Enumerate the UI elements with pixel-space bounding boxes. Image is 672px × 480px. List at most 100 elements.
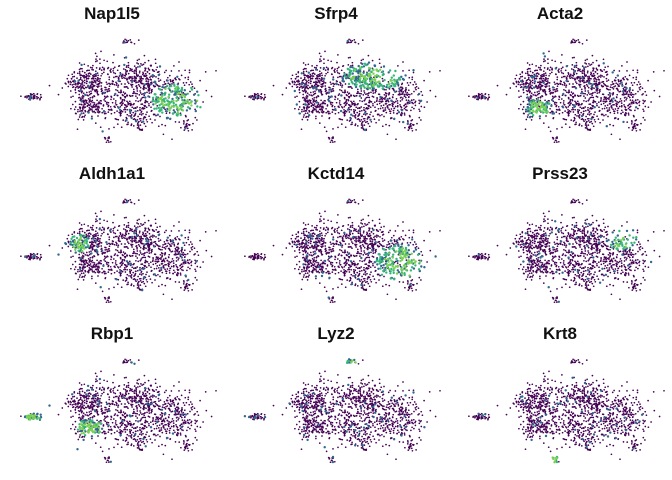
cell-point — [302, 62, 305, 64]
cell-point — [143, 94, 146, 97]
cell-point — [325, 130, 328, 133]
cell-point — [88, 229, 91, 232]
cell-point — [87, 225, 89, 227]
cell-point — [306, 75, 309, 78]
cell-point — [159, 275, 161, 278]
cell-point — [488, 96, 490, 98]
cell-point — [327, 68, 329, 71]
cell-point — [531, 63, 534, 66]
cell-point — [582, 92, 585, 95]
cell-point — [101, 271, 104, 274]
cell-point — [210, 95, 213, 98]
cell-point — [123, 41, 126, 44]
cell-point — [624, 114, 626, 117]
cell-point — [406, 94, 409, 97]
cell-point — [606, 110, 609, 113]
cell-point — [354, 41, 356, 44]
cell-point — [577, 39, 580, 41]
cell-point — [337, 83, 340, 86]
cell-point — [114, 117, 117, 120]
cell-point — [391, 104, 394, 107]
cell-point — [343, 112, 346, 115]
cell-point — [84, 93, 87, 97]
cell-point — [578, 41, 580, 44]
cell-point — [311, 65, 313, 67]
cell-point — [301, 108, 303, 111]
cell-point — [131, 94, 134, 97]
cell-point — [169, 278, 171, 281]
cell-point — [112, 258, 115, 260]
cell-point — [158, 264, 161, 267]
cell-point — [115, 81, 117, 84]
cell-point — [543, 55, 547, 58]
cell-point — [74, 83, 77, 86]
cell-point — [150, 91, 153, 94]
cell-point — [585, 125, 588, 128]
cell-point — [159, 239, 162, 241]
cell-point — [609, 88, 611, 91]
cell-point — [321, 111, 324, 114]
cell-point — [377, 85, 380, 88]
cell-point — [543, 58, 545, 60]
cell-point — [596, 92, 599, 94]
cell-point — [88, 91, 91, 93]
cell-point — [306, 99, 308, 102]
cell-point — [537, 86, 539, 88]
cell-point — [523, 112, 525, 115]
cell-point — [76, 288, 79, 291]
cell-point — [124, 38, 126, 41]
cell-point — [137, 121, 140, 124]
cell-point — [562, 102, 565, 104]
cell-point — [136, 88, 138, 90]
cell-point — [517, 83, 520, 86]
cell-point — [360, 127, 363, 129]
cell-point — [552, 110, 554, 113]
cell-point — [152, 256, 154, 259]
cell-point — [159, 88, 162, 91]
cell-point — [145, 247, 147, 250]
cell-point — [399, 96, 402, 99]
cell-point — [104, 251, 106, 254]
cell-point — [408, 69, 410, 72]
cell-point — [417, 92, 421, 96]
cell-point — [148, 92, 151, 94]
cell-point — [603, 68, 606, 71]
cell-point — [159, 248, 162, 251]
cell-point — [139, 106, 141, 109]
cell-point — [567, 105, 570, 108]
cell-point — [543, 74, 545, 77]
cell-point — [112, 227, 115, 230]
cell-point — [78, 70, 81, 73]
cell-point — [150, 269, 153, 272]
cell-point — [571, 99, 574, 102]
cell-point — [145, 78, 147, 80]
cell-point — [355, 77, 358, 80]
cell-point — [594, 77, 596, 79]
cell-point — [158, 65, 162, 68]
cell-point — [102, 105, 105, 107]
cell-point — [634, 127, 637, 130]
cell-point — [616, 93, 619, 96]
cell-point — [106, 103, 108, 106]
cell-point — [126, 41, 129, 44]
cell-point — [165, 229, 167, 232]
cell-point — [595, 67, 598, 70]
cell-point — [184, 261, 187, 263]
cell-point — [183, 84, 186, 87]
cell-point — [347, 64, 350, 66]
cell-point — [135, 66, 137, 69]
cell-point — [185, 109, 189, 112]
cell-point — [81, 70, 84, 73]
cell-point — [129, 272, 132, 274]
cell-point — [134, 113, 136, 116]
cell-point — [36, 92, 39, 95]
cell-point — [164, 87, 167, 91]
cell-point — [306, 108, 308, 110]
cell-point — [556, 76, 559, 78]
cell-point — [311, 110, 314, 113]
cell-point — [544, 91, 546, 94]
cell-point — [110, 68, 112, 70]
cell-point — [172, 81, 175, 84]
cell-point — [180, 263, 183, 266]
cell-point — [104, 100, 107, 103]
